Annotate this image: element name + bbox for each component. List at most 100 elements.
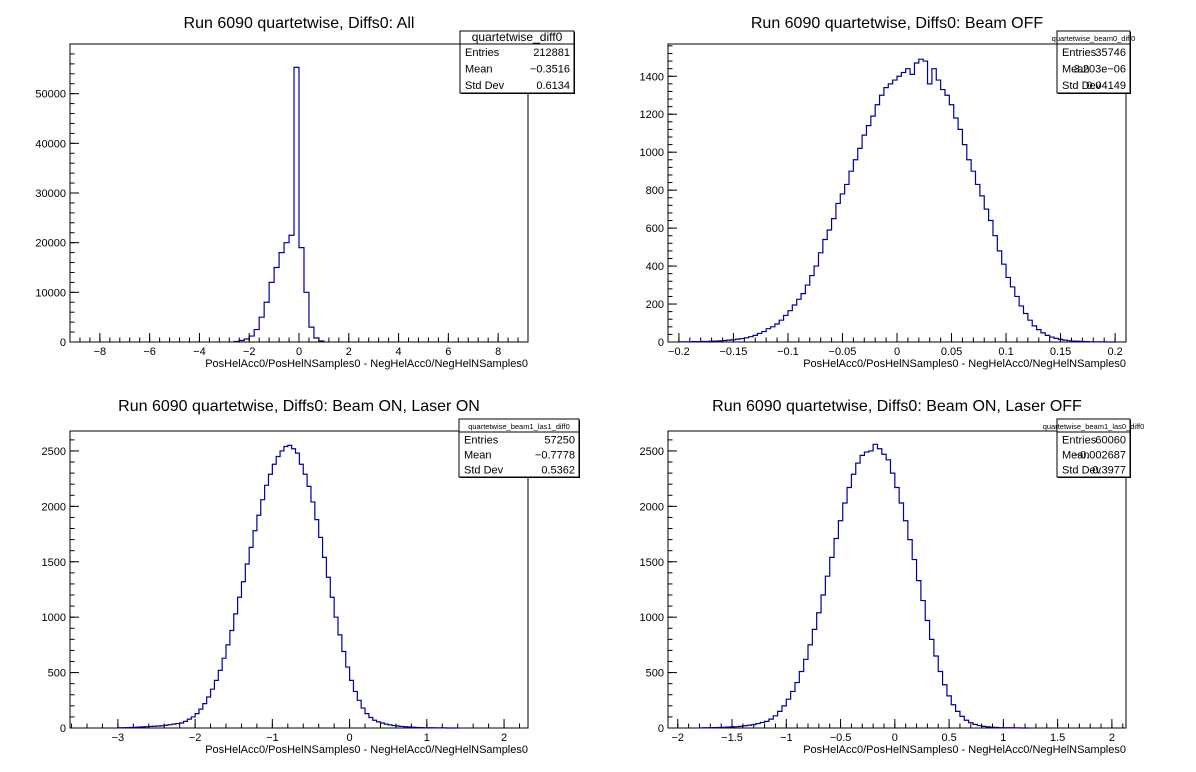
x-tick-label: 0 — [347, 732, 353, 744]
stats-row-label: Entries — [1062, 435, 1097, 447]
x-tick-label: −0.1 — [777, 346, 799, 358]
x-tick-label: 1 — [424, 732, 430, 744]
x-tick-label: 8 — [495, 346, 501, 358]
y-tick-label: 30000 — [35, 188, 66, 200]
stats-row-label: Entries — [465, 47, 500, 59]
y-tick-label: 0 — [60, 337, 66, 349]
stats-box: quartetwise_beam1_las0_diff0 Entries 60060… — [1043, 418, 1144, 478]
histogram-panel-3: Run 6090 quartetwise, Diffs0: Beam ON, L… — [42, 398, 580, 756]
chart-title: Run 6090 quartetwise, Diffs0: Beam OFF — [751, 15, 1044, 32]
x-tick-label: −0.2 — [668, 346, 690, 358]
y-tick-label: 1000 — [640, 612, 664, 624]
x-axis-label: PosHelAcc0/PosHelNSamples0 - NegHelAcc0/… — [205, 744, 528, 756]
stats-row-value: 60060 — [1095, 435, 1126, 447]
y-tick-label: 10000 — [35, 287, 66, 299]
x-tick-label: −2 — [671, 732, 684, 744]
y-tick-label: 0 — [60, 723, 66, 735]
stats-box-name: quartetwise_beam0_diff0 — [1052, 34, 1136, 43]
x-tick-label: −4 — [193, 346, 206, 358]
y-tick-label: 2500 — [42, 446, 66, 458]
histogram-series — [233, 66, 325, 343]
y-tick-label: 200 — [646, 299, 664, 311]
histogram-panel-1: Run 6090 quartetwise, Diffs0: All −8 −6 −4 −… — [35, 15, 575, 370]
y-tick-label: 1500 — [42, 557, 66, 569]
y-tick-label: 1500 — [640, 557, 664, 569]
plot-frame — [69, 430, 529, 729]
chart-title: Run 6090 quartetwise, Diffs0: Beam ON, L… — [712, 398, 1082, 415]
x-tick-label: 0.05 — [941, 346, 962, 358]
stats-row-label: Std Dev — [1062, 80, 1102, 92]
stats-row-value: 35746 — [1095, 47, 1126, 59]
x-tick-label: −0.15 — [720, 346, 748, 358]
stats-box: quartetwise_beam1_las1_diff0 Entries 57250… — [458, 418, 580, 478]
x-tick-label: 0 — [894, 346, 900, 358]
x-tick-label: 1.5 — [1050, 732, 1065, 744]
stats-row-label: Mean — [464, 450, 492, 462]
x-tick-label: −0.5 — [830, 732, 852, 744]
y-tick-label: 1200 — [640, 109, 664, 121]
x-tick-label: 4 — [396, 346, 402, 358]
x-tick-label: −3 — [112, 732, 125, 744]
x-tick-label: 6 — [445, 346, 451, 358]
x-tick-label: 2 — [501, 732, 507, 744]
x-tick-label: −0.05 — [829, 346, 857, 358]
x-tick-label: −8 — [94, 346, 107, 358]
x-axis-label: PosHelAcc0/PosHelNSamples0 - NegHelAcc0/… — [803, 358, 1126, 370]
chart-title: Run 6090 quartetwise, Diffs0: All — [184, 15, 415, 32]
x-tick-label: −1 — [266, 732, 279, 744]
y-tick-label: 50000 — [35, 89, 66, 101]
stats-row-label: Mean — [1062, 450, 1090, 462]
y-tick-label: 1000 — [640, 147, 664, 159]
stats-row-label: Std Dev — [464, 465, 504, 477]
x-tick-label: −1.5 — [721, 732, 743, 744]
stats-row-label: Std Dev — [465, 80, 505, 92]
x-tick-label: 0.5 — [941, 732, 956, 744]
stats-row-value: 0.04149 — [1086, 80, 1126, 92]
y-tick-label: 2000 — [42, 501, 66, 513]
stats-box-name: quartetwise_beam1_las1_diff0 — [468, 422, 570, 431]
stats-row-label: Std Dev — [1062, 465, 1102, 477]
y-tick-label: 500 — [48, 668, 66, 680]
stats-row-value: 0.6134 — [536, 80, 570, 92]
stats-row-label: Entries — [464, 435, 499, 447]
y-tick-label: 2500 — [640, 446, 664, 458]
x-tick-label: 2 — [346, 346, 352, 358]
stats-box-name: quartetwise_diff0 — [472, 30, 563, 44]
x-tick-label: 0.2 — [1107, 346, 1122, 358]
stats-row-value: −0.7778 — [535, 450, 575, 462]
x-tick-label: 0.15 — [1050, 346, 1071, 358]
x-tick-label: −6 — [143, 346, 156, 358]
chart-title: Run 6090 quartetwise, Diffs0: Beam ON, L… — [118, 398, 480, 415]
stats-row-value: −0.002687 — [1074, 450, 1126, 462]
stats-row-value: 212881 — [533, 47, 570, 59]
y-tick-label: 500 — [646, 668, 664, 680]
histogram-panel-4: Run 6090 quartetwise, Diffs0: Beam ON, L… — [640, 398, 1145, 756]
y-tick-label: 400 — [646, 261, 664, 273]
stats-row-value: −0.3516 — [530, 64, 570, 76]
x-tick-label: 0 — [296, 346, 302, 358]
x-tick-label: −2 — [189, 732, 202, 744]
x-tick-label: 0 — [892, 732, 898, 744]
x-tick-label: −2 — [243, 346, 256, 358]
plot-frame — [667, 430, 1127, 729]
x-tick-label: −1 — [780, 732, 793, 744]
y-tick-label: 20000 — [35, 238, 66, 250]
y-tick-label: 600 — [646, 223, 664, 235]
x-tick-label: 0.1 — [998, 346, 1013, 358]
y-tick-label: 0 — [658, 337, 664, 349]
stats-row-label: Entries — [1062, 47, 1097, 59]
stats-row-value: 57250 — [544, 435, 575, 447]
y-tick-label: 2000 — [640, 501, 664, 513]
stats-row-value: 3.203e−06 — [1074, 64, 1126, 76]
y-tick-label: 0 — [658, 723, 664, 735]
y-tick-label: 1000 — [42, 612, 66, 624]
y-tick-label: 1400 — [640, 71, 664, 83]
stats-box: quartetwise_beam0_diff0 Entries 35746 Mean3… — [1052, 30, 1136, 94]
histogram-series — [678, 58, 1116, 343]
y-tick-label: 800 — [646, 185, 664, 197]
stats-row-label: Mean — [1062, 64, 1090, 76]
x-axis-label: PosHelAcc0/PosHelNSamples0 - NegHelAcc0/… — [205, 358, 528, 370]
stats-row-label: Mean — [465, 64, 493, 76]
x-tick-label: 1 — [1000, 732, 1006, 744]
